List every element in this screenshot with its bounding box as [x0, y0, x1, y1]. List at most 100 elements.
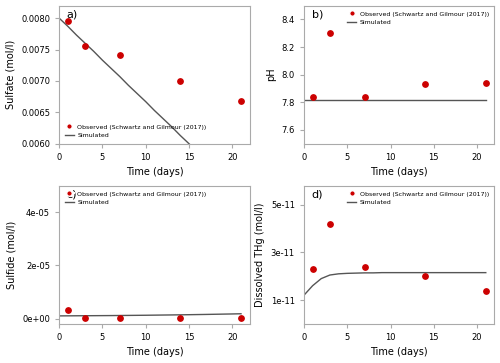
Observed (Schwartz and Gilmour (2017)): [64, 19, 72, 24]
Legend: Observed (Schwartz and Gilmour (2017)), Simulated: Observed (Schwartz and Gilmour (2017)), …: [344, 9, 492, 28]
Y-axis label: Dissolved THg (mol/l): Dissolved THg (mol/l): [255, 203, 265, 307]
Simulated: [152, 108, 158, 113]
Simulated: [440, 270, 446, 275]
Simulated: [142, 99, 148, 104]
Observed (Schwartz and Gilmour (2017)): [116, 315, 124, 321]
Observed (Schwartz and Gilmour (2017)): [81, 44, 89, 49]
Y-axis label: Sulfide (mol/l): Sulfide (mol/l): [6, 221, 16, 289]
Simulated: [126, 313, 132, 318]
Simulated: [379, 270, 385, 275]
Simulated: [336, 272, 342, 276]
Observed (Schwartz and Gilmour (2017)): [482, 287, 490, 293]
Simulated: [370, 271, 376, 275]
Simulated: [220, 175, 226, 179]
Observed (Schwartz and Gilmour (2017)): [308, 266, 316, 272]
Line: Simulated: Simulated: [304, 273, 486, 295]
Simulated: [204, 159, 210, 163]
Simulated: [388, 270, 394, 275]
Simulated: [65, 24, 71, 28]
Simulated: [160, 117, 166, 121]
Simulated: [230, 312, 235, 316]
Simulated: [186, 313, 192, 317]
Simulated: [466, 270, 471, 275]
Simulated: [168, 125, 174, 129]
Simulated: [362, 271, 368, 275]
Simulated: [74, 314, 80, 318]
Observed (Schwartz and Gilmour (2017)): [237, 98, 245, 104]
Simulated: [82, 41, 88, 45]
Simulated: [301, 293, 307, 297]
Simulated: [152, 313, 158, 317]
Simulated: [457, 270, 463, 275]
Legend: Observed (Schwartz and Gilmour (2017)), Simulated: Observed (Schwartz and Gilmour (2017)), …: [344, 189, 492, 208]
Observed (Schwartz and Gilmour (2017)): [326, 30, 334, 36]
Simulated: [212, 167, 218, 171]
Simulated: [126, 83, 132, 87]
Simulated: [405, 270, 411, 275]
Observed (Schwartz and Gilmour (2017)): [360, 94, 368, 100]
Simulated: [108, 313, 114, 318]
Simulated: [194, 313, 200, 317]
Simulated: [327, 273, 333, 277]
Observed (Schwartz and Gilmour (2017)): [308, 94, 316, 100]
Observed (Schwartz and Gilmour (2017)): [326, 221, 334, 227]
Simulated: [414, 270, 420, 275]
Simulated: [353, 271, 359, 275]
Simulated: [142, 313, 148, 317]
Simulated: [422, 270, 428, 275]
Observed (Schwartz and Gilmour (2017)): [421, 81, 429, 87]
Simulated: [194, 150, 200, 154]
Text: b): b): [312, 10, 323, 20]
Simulated: [117, 313, 123, 318]
Simulated: [318, 276, 324, 281]
Simulated: [134, 313, 140, 318]
Simulated: [91, 314, 97, 318]
Simulated: [100, 58, 105, 62]
Simulated: [178, 313, 184, 317]
Simulated: [91, 49, 97, 54]
Simulated: [230, 184, 235, 188]
Simulated: [448, 270, 454, 275]
Simulated: [474, 270, 480, 275]
Observed (Schwartz and Gilmour (2017)): [81, 315, 89, 321]
Observed (Schwartz and Gilmour (2017)): [64, 307, 72, 313]
Simulated: [204, 312, 210, 317]
Simulated: [74, 33, 80, 37]
Simulated: [344, 271, 350, 276]
Simulated: [65, 314, 71, 318]
Simulated: [160, 313, 166, 317]
Simulated: [238, 192, 244, 196]
Observed (Schwartz and Gilmour (2017)): [421, 273, 429, 279]
Observed (Schwartz and Gilmour (2017)): [482, 80, 490, 86]
Simulated: [108, 66, 114, 70]
Line: Simulated: Simulated: [59, 314, 241, 316]
Simulated: [220, 312, 226, 316]
Simulated: [178, 134, 184, 138]
X-axis label: Time (days): Time (days): [370, 167, 428, 178]
Simulated: [186, 142, 192, 146]
Text: c): c): [67, 190, 78, 200]
Simulated: [431, 270, 437, 275]
Simulated: [56, 314, 62, 318]
Y-axis label: pH: pH: [266, 68, 276, 81]
Observed (Schwartz and Gilmour (2017)): [237, 315, 245, 321]
Line: Simulated: Simulated: [59, 18, 241, 194]
X-axis label: Time (days): Time (days): [126, 167, 183, 178]
Observed (Schwartz and Gilmour (2017)): [116, 52, 124, 57]
Simulated: [212, 312, 218, 317]
Simulated: [310, 284, 316, 288]
Simulated: [56, 16, 62, 20]
X-axis label: Time (days): Time (days): [126, 347, 183, 358]
Simulated: [134, 91, 140, 96]
Simulated: [117, 74, 123, 79]
Observed (Schwartz and Gilmour (2017)): [360, 264, 368, 270]
Legend: Observed (Schwartz and Gilmour (2017)), Simulated: Observed (Schwartz and Gilmour (2017)), …: [62, 189, 209, 208]
X-axis label: Time (days): Time (days): [370, 347, 428, 358]
Observed (Schwartz and Gilmour (2017)): [176, 315, 184, 321]
Simulated: [168, 313, 174, 317]
Simulated: [82, 314, 88, 318]
Y-axis label: Sulfate (mol/l): Sulfate (mol/l): [6, 40, 16, 109]
Simulated: [100, 313, 105, 318]
Simulated: [238, 311, 244, 316]
Text: d): d): [312, 190, 323, 200]
